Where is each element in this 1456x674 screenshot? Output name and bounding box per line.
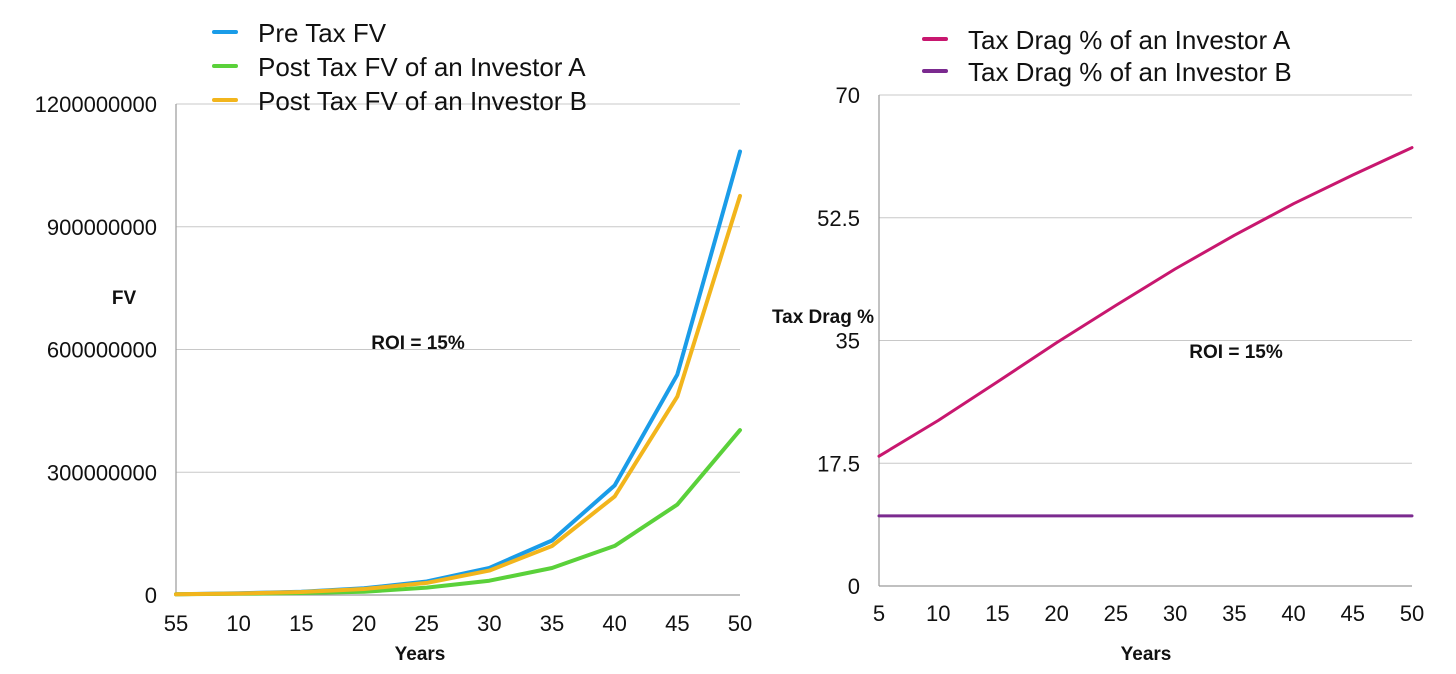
fv-x-tick-label: 50	[728, 611, 752, 636]
fv-y-tick-label: 300000000	[47, 460, 157, 485]
fv-roi-annotation: ROI = 15%	[371, 333, 465, 354]
drag-x-tick-label: 50	[1400, 601, 1424, 626]
fv-y-axis-title: FV	[112, 288, 137, 309]
fv-x-tick-label: 20	[352, 611, 376, 636]
drag-x-tick-label: 35	[1222, 601, 1246, 626]
fv-x-tick-label: 45	[665, 611, 689, 636]
drag-y-tick-label: 52.5	[817, 206, 860, 231]
fv-x-tick-label: 35	[540, 611, 564, 636]
tax-drag-chart: 0 17.5 35 52.5 70 5 10 15 20 25 30 35 40 45 50 Tax Dr…	[772, 25, 1424, 665]
drag-series-line-tax-drag-of-an-investor-a	[877, 146, 1414, 458]
fv-y-tick-label: 600000000	[47, 338, 157, 363]
drag-legend-label: Tax Drag % of an Investor A	[968, 25, 1291, 55]
drag-x-tick-label: 5	[873, 601, 885, 626]
fv-series-line-pre-tax-fv	[174, 149, 742, 597]
drag-y-ticks: 0 17.5 35 52.5 70	[817, 83, 860, 599]
drag-x-tick-label: 40	[1281, 601, 1305, 626]
fv-x-tick-label: 40	[602, 611, 626, 636]
fv-y-ticks: 0 300000000 600000000 900000000 1200000000	[35, 92, 157, 608]
drag-y-tick-label: 35	[836, 329, 860, 354]
drag-x-tick-label: 45	[1341, 601, 1365, 626]
fv-series-line-post-tax-fv-of-an-investor-b	[174, 193, 742, 597]
fv-legend: Pre Tax FV Post Tax FV of an Investor A Po…	[212, 18, 587, 116]
fv-x-tick-label: 15	[289, 611, 313, 636]
fv-series-line-post-tax-fv-of-an-investor-a	[174, 428, 742, 597]
drag-x-tick-label: 25	[1104, 601, 1128, 626]
drag-y-tick-label: 0	[848, 574, 860, 599]
fv-x-ticks: 55 10 15 20 25 30 35 40 45 50	[164, 611, 752, 636]
drag-x-tick-label: 15	[985, 601, 1009, 626]
fv-legend-label: Post Tax FV of an Investor A	[258, 52, 586, 82]
drag-roi-annotation: ROI = 15%	[1189, 342, 1283, 363]
fv-legend-label: Post Tax FV of an Investor B	[258, 86, 587, 116]
drag-legend-label: Tax Drag % of an Investor B	[968, 57, 1292, 87]
drag-x-ticks: 5 10 15 20 25 30 35 40 45 50	[873, 601, 1424, 626]
drag-x-tick-label: 20	[1044, 601, 1068, 626]
fv-legend-label: Pre Tax FV	[258, 18, 387, 48]
drag-series	[877, 146, 1414, 518]
drag-y-tick-label: 17.5	[817, 451, 860, 476]
drag-y-axis-title: Tax Drag %	[772, 307, 874, 328]
drag-y-tick-label: 70	[836, 83, 860, 108]
fv-gridlines	[176, 103, 740, 473]
fv-series	[174, 149, 742, 597]
fv-chart: 0 300000000 600000000 900000000 1200000000 5…	[35, 18, 753, 665]
fv-x-tick-label: 25	[414, 611, 438, 636]
drag-x-tick-label: 10	[926, 601, 950, 626]
fv-y-tick-label: 1200000000	[35, 92, 157, 117]
fv-x-axis-title: Years	[395, 644, 446, 665]
drag-gridlines	[879, 94, 1412, 464]
fv-y-tick-label: 900000000	[47, 215, 157, 240]
fv-y-tick-label: 0	[145, 583, 157, 608]
drag-axes	[878, 95, 1412, 587]
fv-x-tick-label: 30	[477, 611, 501, 636]
fv-x-tick-label: 10	[226, 611, 250, 636]
fv-x-tick-label: 55	[164, 611, 188, 636]
drag-x-tick-label: 30	[1163, 601, 1187, 626]
drag-x-axis-title: Years	[1121, 644, 1172, 665]
